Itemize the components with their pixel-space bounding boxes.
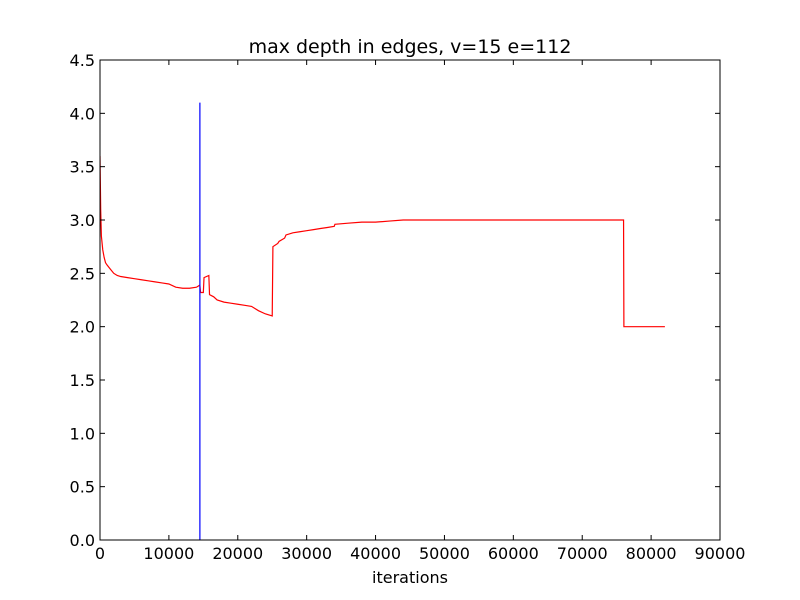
series-line-1 (100, 155, 665, 328)
x-tick-label: 50000 (419, 544, 470, 563)
x-tick-label: 10000 (143, 544, 194, 563)
plot-area (100, 102, 665, 540)
y-tick-label: 3.0 (70, 211, 95, 230)
x-tick-label: 80000 (626, 544, 677, 563)
x-tick-label: 30000 (281, 544, 332, 563)
y-tick-label: 1.5 (70, 371, 95, 390)
x-axis-label: iterations (372, 568, 448, 587)
axes-frame (99, 59, 721, 541)
chart-title: max depth in edges, v=15 e=112 (249, 36, 572, 58)
y-tick-label: 4.0 (70, 104, 95, 123)
axes: 0 10000 20000 30000 40000 50000 60000 70000 8000… (70, 51, 746, 563)
y-tick-label: 2.5 (70, 264, 95, 283)
y-tick-label: 1.0 (70, 424, 95, 443)
y-tick-label: 0.5 (70, 478, 95, 497)
y-tick-label: 3.5 (70, 158, 95, 177)
x-tick-label: 0 (95, 544, 105, 563)
x-tick-label: 70000 (557, 544, 608, 563)
y-tick-label: 2.0 (70, 318, 95, 337)
x-tick-label: 40000 (350, 544, 401, 563)
y-tick-label: 0.0 (70, 531, 95, 550)
x-tick-label: 90000 (695, 544, 746, 563)
x-tick-label: 60000 (488, 544, 539, 563)
y-tick-label: 4.5 (70, 51, 95, 70)
x-tick-label: 20000 (212, 544, 263, 563)
